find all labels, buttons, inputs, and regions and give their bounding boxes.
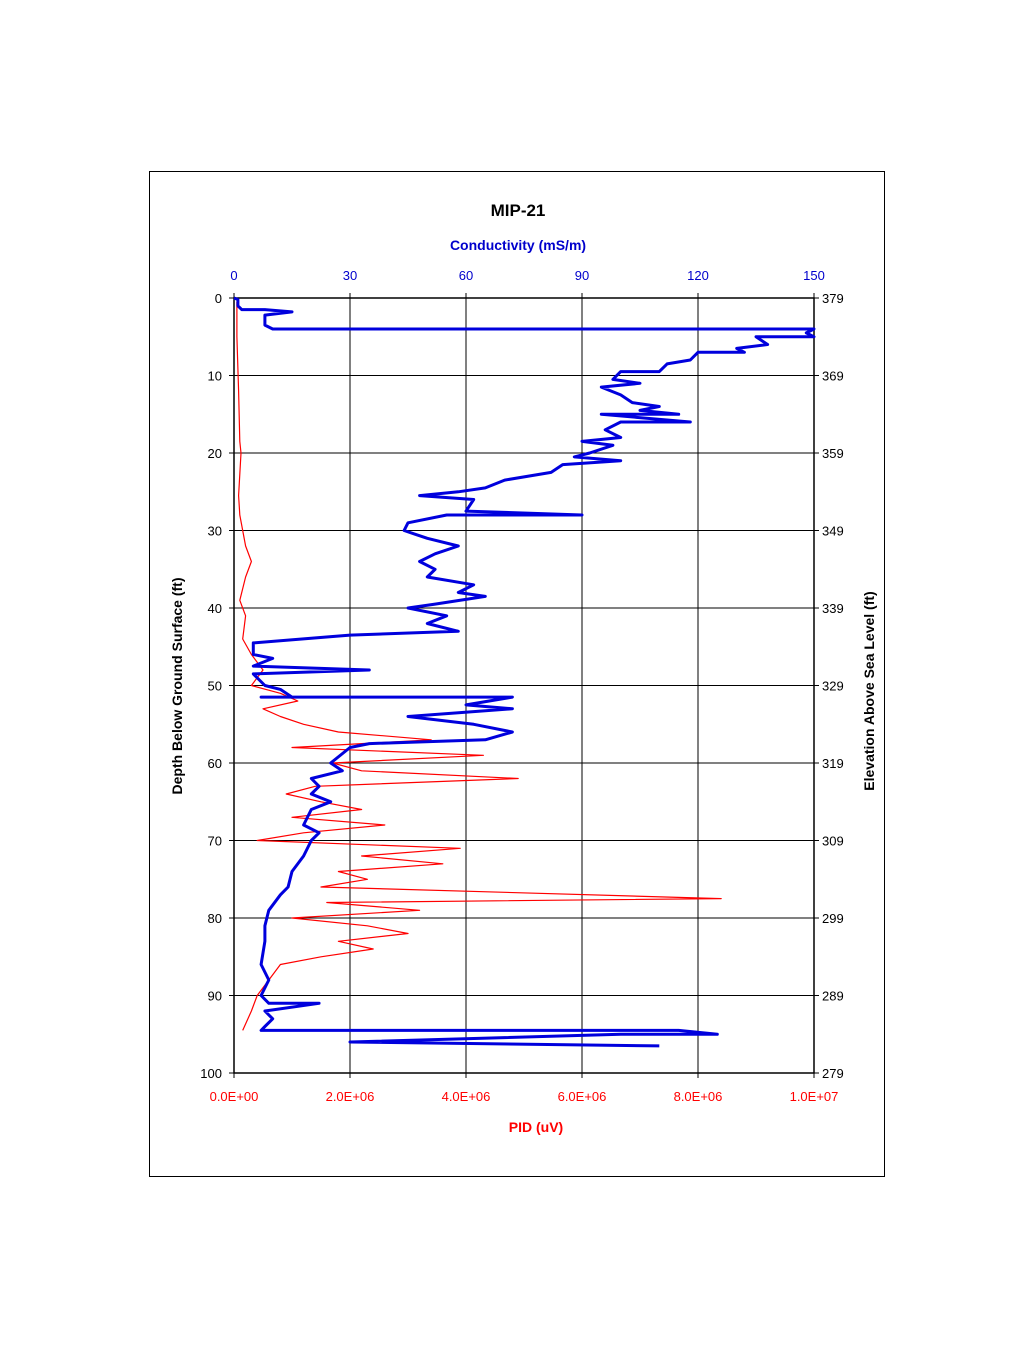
top-axis-label: Conductivity (mS/m) [450,237,586,253]
left-tick-label: 60 [208,756,222,771]
right-tick-label: 309 [822,834,844,849]
chart-frame: MIP-21 Conductivity (mS/m) PID (uV) Dept… [149,171,885,1177]
top-tick-label: 0 [230,268,237,283]
right-tick-label: 299 [822,911,844,926]
bottom-tick-label: 6.0E+06 [558,1089,607,1104]
top-tick-label: 90 [575,268,589,283]
right-tick-label: 369 [822,369,844,384]
series-layer [233,296,816,1048]
top-tick-label: 30 [343,268,357,283]
left-tick-label: 0 [215,291,222,306]
top-tick-label: 120 [687,268,709,283]
bottom-tick-label: 2.0E+06 [326,1089,375,1104]
left-tick-label: 50 [208,679,222,694]
left-tick-label: 80 [208,911,222,926]
chart-title: MIP-21 [491,201,546,220]
right-tick-label: 329 [822,679,844,694]
conductivity-series-line [233,296,816,1048]
bottom-tick-label: 8.0E+06 [674,1089,723,1104]
right-tick-label: 279 [822,1066,844,1081]
conductivity-pid-chart: MIP-21 Conductivity (mS/m) PID (uV) Dept… [169,201,877,1135]
right-tick-label: 349 [822,524,844,539]
top-tick-label: 60 [459,268,473,283]
left-tick-label: 100 [200,1066,222,1081]
right-tick-label: 379 [822,291,844,306]
right-tick-label: 359 [822,446,844,461]
right-tick-label: 339 [822,601,844,616]
tick-labels: 0 0.0E+00 30 2.0E+06 60 4.0E+06 90 6.0E+06 120 8.… [200,268,843,1104]
right-axis-label: Elevation Above Sea Level (ft) [861,591,877,790]
top-tick-label: 150 [803,268,825,283]
left-tick-label: 90 [208,989,222,1004]
pid-series-line [236,301,722,1031]
left-tick-label: 40 [208,601,222,616]
bottom-tick-label: 4.0E+06 [442,1089,491,1104]
left-tick-label: 30 [208,524,222,539]
left-tick-label: 70 [208,834,222,849]
left-axis-label: Depth Below Ground Surface (ft) [169,578,185,795]
grid [229,293,819,1078]
left-tick-label: 10 [208,369,222,384]
right-tick-label: 319 [822,756,844,771]
bottom-tick-label: 0.0E+00 [210,1089,259,1104]
right-tick-label: 289 [822,989,844,1004]
bottom-axis-label: PID (uV) [509,1119,563,1135]
left-tick-label: 20 [208,446,222,461]
bottom-tick-label: 1.0E+07 [790,1089,839,1104]
